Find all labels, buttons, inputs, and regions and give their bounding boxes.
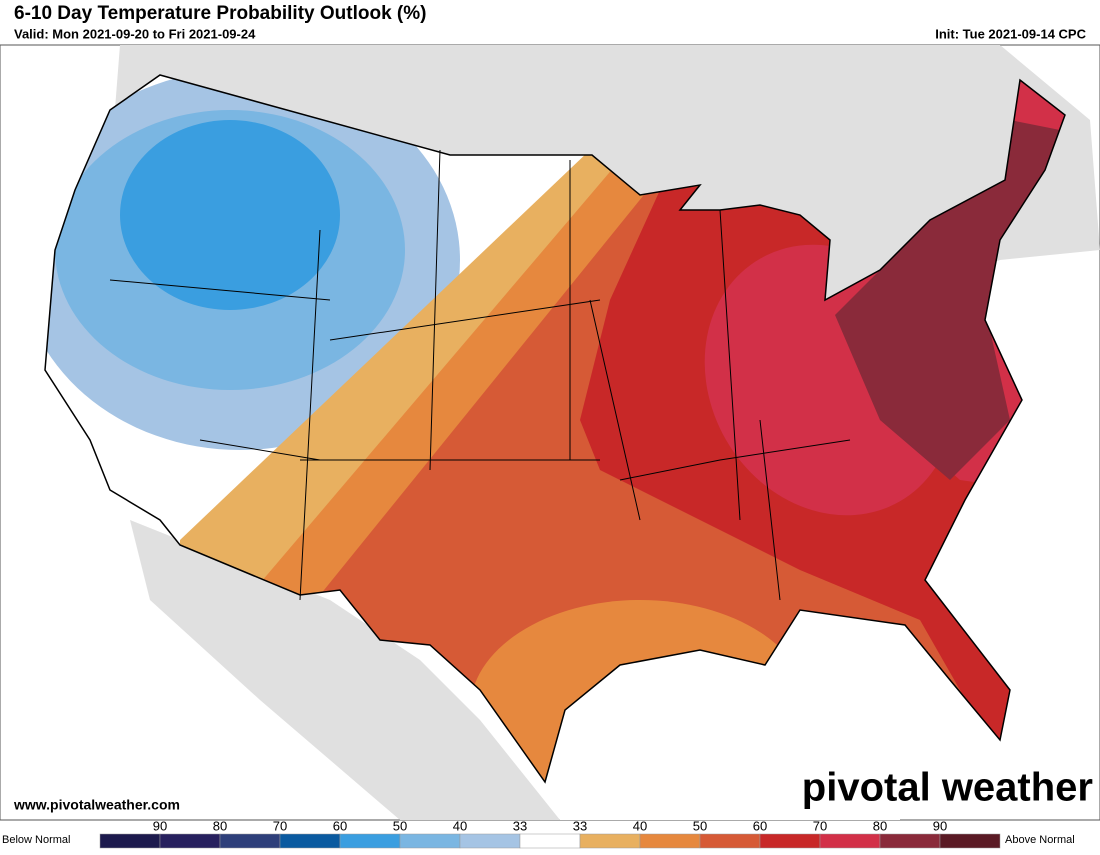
- legend-tick-label: 50: [393, 818, 407, 833]
- region-below-50: [120, 120, 340, 310]
- legend-swatch: [519, 833, 581, 849]
- legend-swatch: [219, 833, 281, 849]
- legend-swatch: [759, 833, 821, 849]
- legend-swatch: [699, 833, 761, 849]
- website: www.pivotalweather.com: [13, 797, 180, 813]
- legend-tick-label: 90: [153, 818, 167, 833]
- legend-tick-label: 80: [873, 818, 887, 833]
- legend-tick-label: 60: [333, 818, 347, 833]
- init-time: Init: Tue 2021-09-14 CPC: [935, 26, 1086, 41]
- mexico: [130, 520, 560, 820]
- legend-tick-label: 90: [933, 818, 947, 833]
- legend-tick-label: 33: [513, 818, 527, 833]
- legend-tick-label: 50: [693, 818, 707, 833]
- legend-tick-label: 60: [753, 818, 767, 833]
- state-lines: [109, 149, 851, 601]
- legend-above-label: Above Normal: [1005, 834, 1075, 846]
- legend-swatch: [819, 833, 881, 849]
- legend-swatch: [939, 833, 1001, 849]
- legend-swatch: [459, 833, 521, 849]
- title: 6-10 Day Temperature Probability Outlook…: [14, 3, 426, 24]
- legend-tick-label: 80: [213, 818, 227, 833]
- legend: 90 80 70 60 50 40 33 33 40 50 60 70 80 90: [99, 818, 1001, 849]
- legend-tick-label: 70: [273, 818, 287, 833]
- valid-time: Valid: Mon 2021-09-20 to Fri 2021-09-24: [14, 26, 256, 41]
- legend-swatch: [279, 833, 341, 849]
- region-above-80: [835, 120, 1060, 480]
- brand: pivotal weather: [802, 766, 1093, 810]
- legend-swatch: [339, 833, 401, 849]
- legend-swatch: [579, 833, 641, 849]
- legend-swatch: [639, 833, 701, 849]
- legend-swatch: [399, 833, 461, 849]
- legend-swatch: [99, 833, 161, 849]
- gulf: [545, 640, 900, 820]
- legend-swatch: [879, 833, 941, 849]
- legend-tick-label: 40: [453, 818, 467, 833]
- legend-tick-label: 33: [573, 818, 587, 833]
- legend-tick-label: 40: [633, 818, 647, 833]
- legend-tick-label: 70: [813, 818, 827, 833]
- legend-below-label: Below Normal: [2, 834, 70, 846]
- legend-swatch: [159, 833, 221, 849]
